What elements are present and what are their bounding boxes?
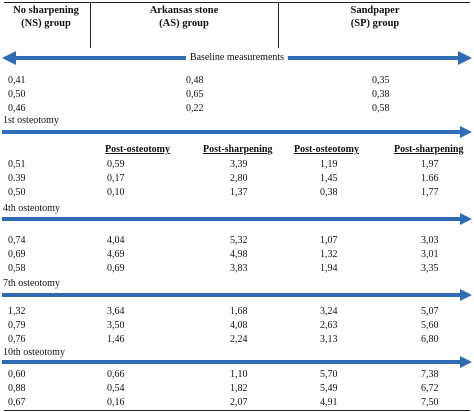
s4-as-ps-2: 3,83 [230,263,248,274]
s4-as-po-1: 4,69 [107,249,125,260]
s4-sp-ps-2: 3,35 [421,263,439,274]
s1-as-ps-1: 2,80 [230,173,248,184]
baseline-label: Baseline measurements [185,53,289,63]
section-arrow-4th [2,213,472,225]
table-top-border [4,2,470,3]
section-arrow-7th [2,289,472,301]
section-label-1st: 1st osteotomy [3,115,59,126]
s4-as-ps-1: 4,98 [230,249,248,260]
s7-sp-ps-2: 6,80 [421,334,439,345]
s1-sp-ps-0: 1,97 [421,159,439,170]
baseline-ns-1: 0,50 [8,89,26,100]
s10-sp-po-2: 4,91 [320,397,338,408]
subheader-as-post-sharpening: Post-sharpening [203,144,273,155]
s1-ns-2: 0,50 [8,187,26,198]
s7-ns-1: 0,79 [8,320,26,331]
s1-as-po-1: 0,17 [107,173,125,184]
s1-sp-po-1: 1,45 [320,173,338,184]
s7-sp-po-1: 2,63 [320,320,338,331]
s7-as-po-1: 3,50 [107,320,125,331]
s7-sp-po-2: 3,13 [320,334,338,345]
subheader-sp-post-osteotomy: Post-osteotomy [294,144,359,155]
s4-sp-ps-1: 3,01 [421,249,439,260]
s1-sp-ps-1: 1.66 [421,173,439,184]
s1-as-po-0: 0,59 [107,159,125,170]
s10-sp-po-1: 5,49 [320,383,338,394]
s1-as-ps-2: 1,37 [230,187,248,198]
s10-ns-2: 0,67 [8,397,26,408]
s1-as-ps-0: 3,39 [230,159,248,170]
baseline-as-1: 0,65 [186,89,204,100]
sp-header-line1: Sandpaper [350,5,400,16]
baseline-as-2: 0,22 [186,103,204,114]
s4-as-ps-0: 5,32 [230,235,248,246]
ns-header-line2: (NS) group [21,18,71,29]
s10-as-po-2: 0,16 [107,397,125,408]
baseline-as-0: 0,48 [186,75,204,86]
s4-sp-po-2: 1,94 [320,263,338,274]
as-header-line1: Arkansas stone [149,5,219,16]
s4-ns-1: 0,69 [8,249,26,260]
s1-ns-0: 0,51 [8,159,26,170]
section-arrow-10th [2,356,472,368]
subheader-sp-post-sharpening: Post-sharpening [394,144,464,155]
s10-sp-po-0: 5,70 [320,369,338,380]
ns-header-line1: No sharpening [13,5,79,16]
baseline-ns-2: 0,46 [8,103,26,114]
s1-ns-1: 0.39 [8,173,26,184]
s4-sp-ps-0: 3,03 [421,235,439,246]
s7-ns-2: 0,76 [8,334,26,345]
section-label-7th: 7th osteotomy [3,278,60,289]
s10-ns-1: 0,88 [8,383,26,394]
s10-ns-0: 0,60 [8,369,26,380]
header-divider-right [278,2,279,48]
s10-as-po-1: 0,54 [107,383,125,394]
s10-as-ps-2: 2,07 [230,397,248,408]
s10-sp-ps-2: 7,50 [421,397,439,408]
s1-as-po-2: 0,10 [107,187,125,198]
s4-sp-po-0: 1,07 [320,235,338,246]
s4-as-po-2: 0,69 [107,263,125,274]
s1-sp-ps-2: 1,77 [421,187,439,198]
s7-sp-ps-0: 5,07 [421,306,439,317]
sp-header-line2: (SP) group [350,18,400,29]
s7-ns-0: 1,32 [8,306,26,317]
s4-ns-2: 0,58 [8,263,26,274]
s10-sp-ps-1: 6,72 [421,383,439,394]
s7-as-ps-2: 2,24 [230,334,248,345]
section-arrow-1st [2,126,472,138]
s7-as-po-2: 1,46 [107,334,125,345]
baseline-sp-0: 0,35 [372,75,390,86]
s4-as-po-0: 4,04 [107,235,125,246]
s10-as-po-0: 0,66 [107,369,125,380]
s4-sp-po-1: 1,32 [320,249,338,260]
section-label-10th: 10th osteotomy [3,347,65,358]
s1-sp-po-0: 1,19 [320,159,338,170]
s1-sp-po-2: 0,38 [320,187,338,198]
as-header-line2: (AS) group [159,18,209,29]
baseline-sp-1: 0,38 [372,89,390,100]
s10-sp-ps-0: 7,38 [421,369,439,380]
s7-sp-ps-1: 5,60 [421,320,439,331]
baseline-sp-2: 0,58 [372,103,390,114]
section-label-4th: 4th osteotomy [3,203,60,214]
baseline-ns-0: 0,41 [8,75,26,86]
header-divider-left [90,2,91,48]
subheader-as-post-osteotomy: Post-osteotomy [105,144,170,155]
s7-as-po-0: 3,64 [107,306,125,317]
s7-as-ps-0: 1,68 [230,306,248,317]
s7-sp-po-0: 3,24 [320,306,338,317]
table-bottom-border [4,410,470,411]
s10-as-ps-1: 1,82 [230,383,248,394]
s7-as-ps-1: 4,08 [230,320,248,331]
s10-as-ps-0: 1,10 [230,369,248,380]
s4-ns-0: 0,74 [8,235,26,246]
